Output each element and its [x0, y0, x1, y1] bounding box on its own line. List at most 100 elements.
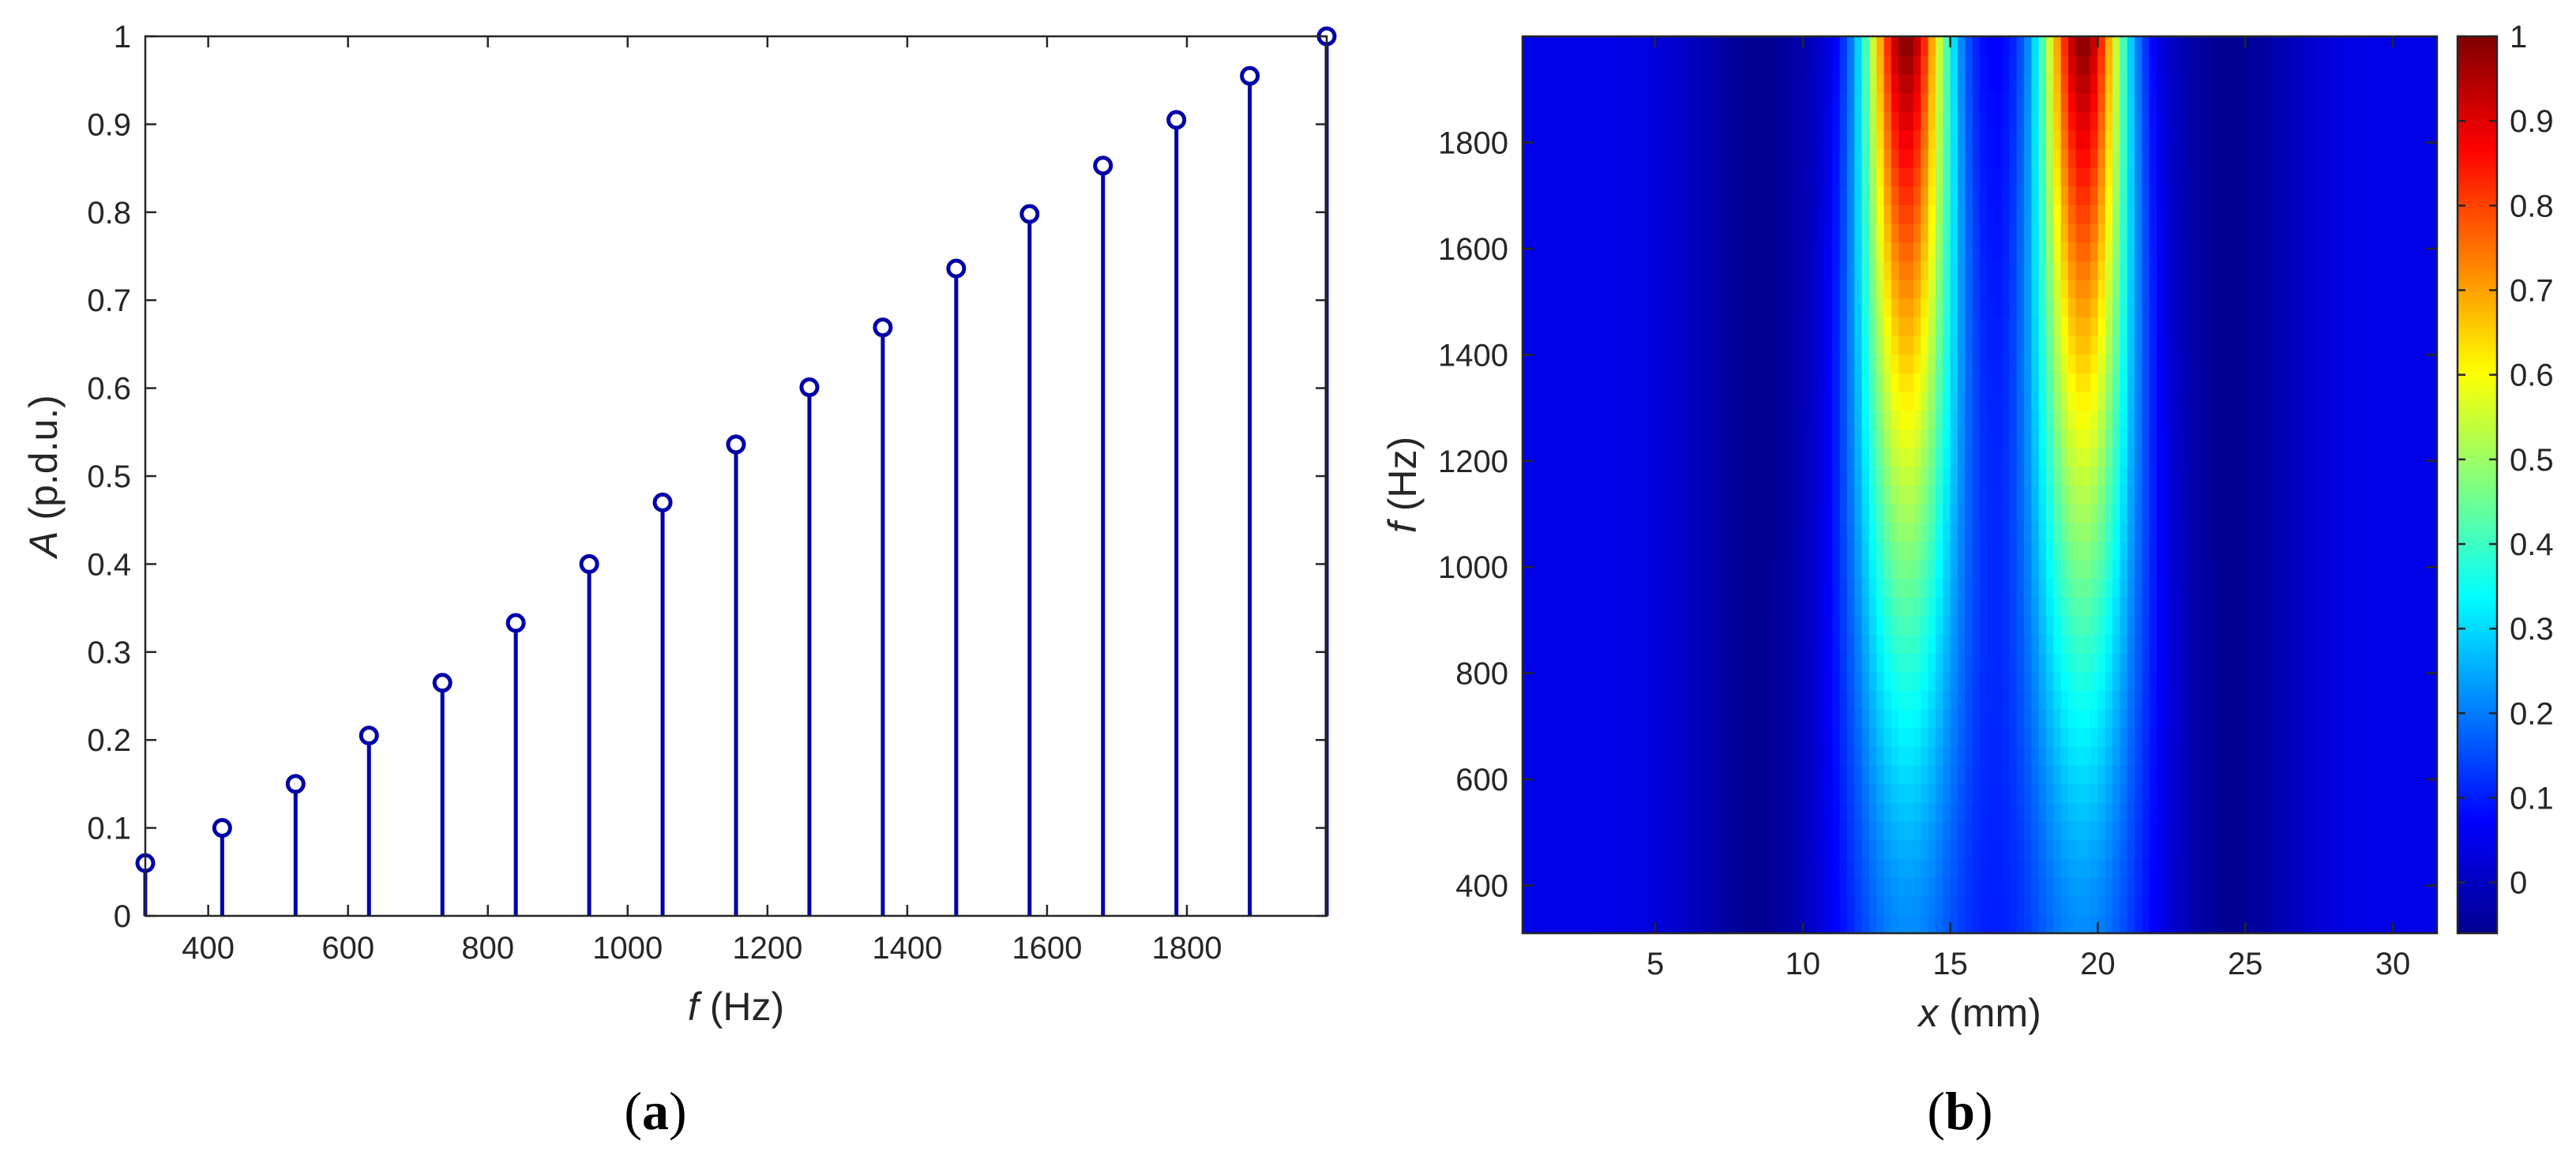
heatmap-cell — [1906, 765, 1914, 785]
heatmap-cell — [2193, 447, 2202, 467]
heatmap-cell — [1581, 242, 1590, 261]
heatmap-cell — [2414, 709, 2424, 729]
heatmap-cell — [2105, 429, 2113, 448]
heatmap-cell — [1987, 541, 1996, 561]
heatmap-cell — [1611, 783, 1620, 804]
heatmap-cell — [1788, 503, 1797, 523]
heatmap-cell — [1559, 186, 1568, 205]
heatmap-cell — [1898, 354, 1907, 373]
heatmap-cell — [1692, 783, 1700, 804]
heatmap-cell — [2392, 671, 2401, 692]
heatmap-cell — [2046, 615, 2055, 636]
heatmap-cell — [2281, 783, 2291, 804]
heatmap-cell — [2296, 914, 2305, 934]
heatmap-cell — [2201, 634, 2210, 654]
heatmap-cell — [1581, 186, 1590, 205]
heatmap-cell — [1736, 709, 1744, 729]
heatmap-cell — [2378, 466, 2386, 486]
heatmap-cell — [1677, 335, 1686, 355]
heatmap-cell — [1603, 690, 1612, 710]
heatmap-cell — [1802, 485, 1812, 505]
heatmap-cell — [2164, 821, 2172, 841]
heatmap-cell — [1994, 634, 2003, 654]
heatmap-cell — [1846, 877, 1856, 897]
heatmap-cell — [1824, 317, 1834, 336]
heatmap-cell — [1552, 727, 1560, 748]
heatmap-cell — [2201, 485, 2210, 505]
heatmap-cell — [2289, 877, 2298, 897]
heatmap-cell — [1758, 858, 1767, 878]
heatmap-cell — [1810, 335, 1819, 355]
heatmap-cell — [2097, 597, 2106, 617]
heatmap-cell — [2392, 653, 2401, 673]
heatmap-cell — [1994, 298, 2003, 317]
heatmap-cell — [2422, 335, 2431, 355]
heatmap-cell — [2296, 466, 2305, 486]
heatmap-cell — [1692, 690, 1700, 710]
heatmap-cell — [2215, 298, 2224, 317]
heatmap-cell — [2392, 466, 2401, 486]
heatmap-cell — [1766, 223, 1774, 243]
heatmap-cell — [1994, 354, 2003, 373]
heatmap-cell — [1965, 317, 1973, 336]
heatmap-cell — [1802, 391, 1812, 411]
heatmap-cell — [1596, 204, 1605, 224]
heatmap-cell — [2400, 522, 2409, 542]
heatmap-cell — [1545, 559, 1553, 580]
heatmap-cell — [2296, 261, 2305, 280]
heatmap-cell — [1810, 317, 1819, 336]
heatmap-cell — [1655, 802, 1664, 822]
heatmap-cell — [1839, 858, 1848, 878]
heatmap-cell — [2274, 690, 2283, 710]
heatmap-cell — [2363, 541, 2371, 561]
heatmap-cell — [1994, 466, 2003, 486]
heatmap-cell — [1810, 578, 1819, 598]
heatmap-cell — [1744, 914, 1752, 934]
heatmap-cell — [1957, 709, 1966, 729]
heatmap-cell — [1972, 373, 1981, 392]
heatmap-cell — [2149, 335, 2157, 355]
heatmap-cell — [2392, 914, 2401, 934]
heatmap-cell — [1839, 783, 1848, 804]
heatmap-cell — [1618, 653, 1627, 673]
heatmap-cell — [2060, 447, 2069, 467]
heatmap-cell — [2230, 242, 2239, 261]
heatmap-cell — [2112, 839, 2121, 860]
heatmap-cell — [2157, 653, 2165, 673]
heatmap-cell — [2230, 447, 2239, 467]
heatmap-cell — [1640, 373, 1649, 392]
heatmap-cell — [2060, 298, 2069, 317]
heatmap-cell — [2208, 242, 2217, 261]
heatmap-cell — [1876, 317, 1885, 336]
heatmap-cell — [1662, 261, 1671, 280]
heatmap-cell — [2105, 373, 2113, 392]
heatmap-cell — [2267, 317, 2276, 336]
heatmap-cell — [1655, 877, 1664, 897]
heatmap-cell — [2046, 335, 2055, 355]
heatmap-cell — [2002, 541, 2011, 561]
heatmap-cell — [1655, 821, 1664, 841]
heatmap-cell — [1677, 391, 1686, 411]
heatmap-cell — [1625, 671, 1634, 692]
heatmap-cell — [1795, 802, 1804, 822]
heatmap-cell — [1861, 261, 1870, 280]
heatmap-cell — [1980, 746, 1988, 766]
heatmap-cell — [1677, 597, 1686, 617]
heatmap-cell — [1898, 391, 1907, 411]
stem-marker — [1020, 204, 1040, 224]
heatmap-cell — [1625, 447, 1634, 467]
heatmap-cell — [2237, 223, 2246, 243]
heatmap-cell — [1957, 914, 1966, 934]
heatmap-cell — [1729, 914, 1737, 934]
heatmap-cell — [1662, 802, 1671, 822]
heatmap-cell — [2002, 279, 2011, 299]
heatmap-cell — [1846, 839, 1856, 860]
heatmap-cell — [1574, 391, 1583, 411]
heatmap-cell — [2215, 279, 2224, 299]
heatmap-cell — [1913, 279, 1922, 299]
heatmap-cell — [1523, 709, 1531, 729]
heatmap-cell — [1802, 839, 1812, 860]
heatmap-cell — [2281, 223, 2291, 243]
heatmap-cell — [1545, 653, 1553, 673]
heatmap-cell — [2422, 298, 2431, 317]
